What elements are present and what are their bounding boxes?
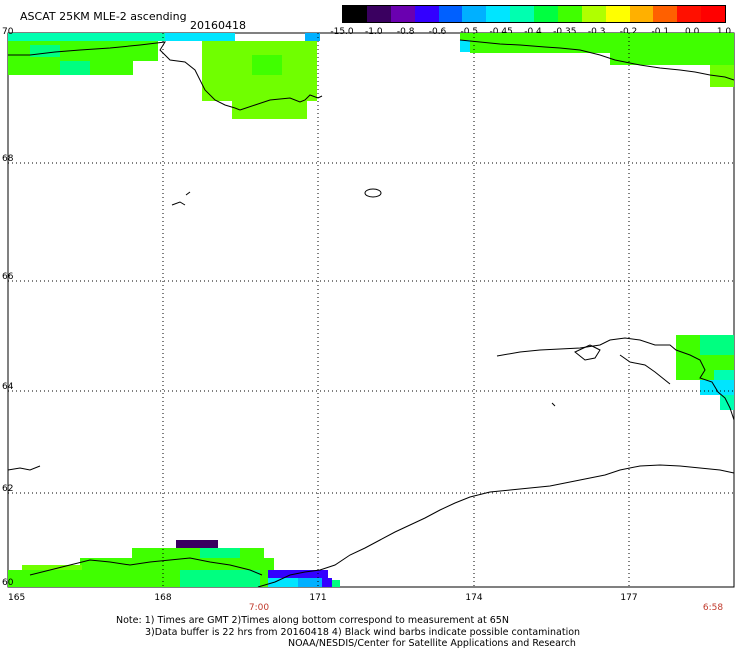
color-scale-label: 1.0: [716, 27, 732, 37]
note-line-2: 3)Data buffer is 22 hrs from 20160418 4)…: [145, 627, 581, 638]
color-scale-segment: [438, 6, 463, 22]
data-swath-sw: [8, 540, 340, 587]
color-scale-label: -0.8: [396, 27, 415, 37]
latitude-label: 68: [2, 154, 14, 164]
color-scale-label: -0.3: [587, 27, 606, 37]
color-scale-label: -1.0: [365, 27, 383, 37]
color-scale-label: -15.0: [330, 27, 354, 37]
color-scale-segment: [414, 6, 439, 22]
color-scale-label: -0.2: [619, 27, 638, 37]
longitude-label: 177: [620, 593, 637, 603]
map-title: ASCAT 25KM MLE-2 ascending: [20, 10, 187, 23]
color-scale-segment: [343, 6, 367, 22]
color-scale-segment: [701, 6, 725, 22]
note-line-3: NOAA/NESDIS/Center for Satellite Applica…: [288, 638, 576, 649]
color-scale-label: -0.1: [651, 27, 670, 37]
color-scale-labels: -15.0 -1.0 -0.8 -0.6 -0.5 -0.45 -0.4 -0.35 -0.3 -…: [330, 27, 731, 39]
coastlines: [7, 39, 735, 588]
color-scale-label: -0.35: [553, 27, 577, 37]
color-scale-bar: [342, 5, 726, 23]
note-line-1: Note: 1) Times are GMT 2)Times along bot…: [116, 615, 509, 626]
latitude-label: 70: [2, 27, 14, 37]
color-scale-segment: [581, 6, 606, 22]
longitude-label: 174: [465, 593, 482, 603]
latitude-label: 64: [2, 382, 14, 392]
longitude-label: 165: [8, 593, 25, 603]
map-date: 20160418: [190, 19, 246, 32]
color-scale-label: -0.6: [428, 27, 447, 37]
color-scale-segment: [486, 6, 511, 22]
time-label: 6:58: [703, 603, 723, 613]
color-scale-segment: [653, 6, 678, 22]
color-scale-label: -0.5: [460, 27, 479, 37]
color-scale-label: 0.0: [684, 27, 700, 37]
color-scale-segment: [366, 6, 391, 22]
latitude-label: 66: [2, 272, 14, 282]
map-frame: [7, 32, 735, 588]
data-swath-ne: [460, 33, 734, 87]
color-scale-segment: [534, 6, 558, 22]
longitude-label: 171: [309, 593, 326, 603]
color-scale-label: -0.45: [489, 27, 513, 37]
color-scale-segment: [462, 6, 487, 22]
color-scale-segment: [557, 6, 582, 22]
color-scale-segment: [629, 6, 654, 22]
latitude-label: 62: [2, 484, 13, 494]
color-scale-segment: [510, 6, 534, 22]
data-swath-nw: [8, 33, 320, 119]
data-swath-east: [676, 335, 734, 410]
latitude-label: 60: [2, 578, 14, 588]
color-scale-segment: [390, 6, 415, 22]
color-scale-segment: [677, 6, 702, 22]
time-label: 7:00: [249, 603, 269, 613]
longitude-label: 168: [154, 593, 171, 603]
color-scale-label: -0.4: [524, 27, 542, 37]
color-scale-segment: [605, 6, 630, 22]
